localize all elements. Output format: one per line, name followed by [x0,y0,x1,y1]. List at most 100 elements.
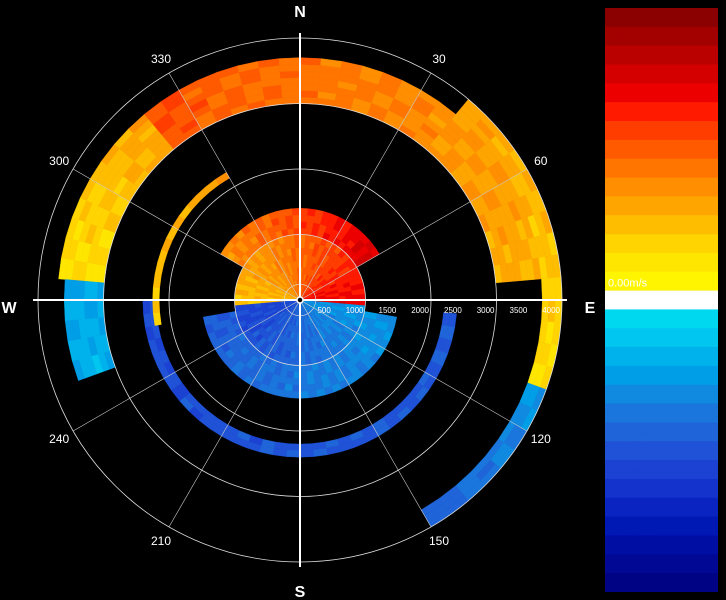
velocity-cell [272,448,288,457]
colorbar-label: 10.00m/s [608,12,654,24]
colorbar-swatch [605,441,718,461]
azimuth-spoke [168,72,301,301]
velocity-cell [291,391,301,399]
velocity-cell [152,274,162,288]
azimuth-label: 30 [432,52,446,66]
velocity-cell [247,303,256,310]
velocity-cell [292,221,301,229]
velocity-cells [58,57,563,528]
velocity-cell [299,384,309,392]
colorbar-swatch [605,535,718,555]
velocity-cell [280,77,301,85]
velocity-cell [203,315,212,326]
velocity-cell [282,390,293,399]
colorbar-swatch [605,158,718,178]
velocity-cell [70,279,79,301]
colorbar-swatch [605,177,718,197]
colorbar-label: -6.67m/s [608,483,651,495]
velocity-cell [152,286,160,301]
colorbar-label: 4.67m/s [608,163,648,175]
velocity-cell [284,214,294,223]
colorbar-label: -2.00m/s [608,352,651,364]
velocity-cell [63,279,72,301]
colorbar-label: 3.33m/s [608,201,648,213]
velocity-cell [541,278,550,301]
colorbar-label: 7.33m/s [608,88,648,100]
velocity-cell [299,83,320,92]
azimuth-spoke [72,299,301,432]
azimuth-spoke [299,72,432,301]
colorbar-swatch [605,102,718,122]
azimuth-label: 120 [531,432,551,446]
velocity-cell [83,299,92,320]
velocity-cell [357,288,366,296]
colorbar-swatch [605,252,718,273]
velocity-cell [290,247,297,256]
velocity-cell [90,299,98,319]
radar-plot: N S E W 30 60 120 150 210 240 300 330 500 1000 1500 200… [1,4,595,600]
range-tick-label: 3500 [510,306,528,315]
velocity-cell [351,289,359,296]
velocity-cell [143,312,152,328]
velocity-cell [152,312,162,326]
colorbar-label: 5.33m/s [608,144,648,156]
colorbar-swatch [605,365,718,386]
velocity-cell [154,261,165,276]
velocity-cell [286,443,301,451]
range-tick-label: 2000 [411,306,429,315]
colorbar-label: 2.00m/s [608,238,648,250]
velocity-cell [307,208,317,217]
colorbar-label: -4.00m/s [608,408,651,420]
velocity-cell [286,221,294,230]
velocity-cell [299,57,322,66]
azimuth-label: 60 [534,154,548,168]
velocity-cell [292,378,301,386]
velocity-cell [142,299,151,314]
range-tick-label: 1500 [379,306,397,315]
velocity-cell [299,443,314,451]
colorbar-label: -8.67m/s [608,540,651,552]
colorbar-label: -3.33m/s [608,389,651,401]
velocity-cell [299,221,308,229]
azimuth-spoke [72,168,301,301]
velocity-cell [280,83,301,92]
velocity-cell [281,90,301,98]
velocity-cell [299,371,308,379]
velocity-cell [547,277,556,301]
colorbar-swatch [605,422,718,442]
velocity-cell [288,234,296,243]
colorbar-swatch [605,554,718,574]
colorbar-swatch [605,497,718,517]
azimuth-spoke [299,299,432,528]
colorbar-label: -0.67m/s [608,314,651,326]
azimuth-spoke [299,299,528,432]
velocity-cell [241,304,249,311]
colorbar-swatch [605,573,718,592]
velocity-cell [284,377,294,386]
colorbar-label: -4.67m/s [608,427,651,439]
azimuth-spokes [72,72,528,528]
colorbar-label: 6.67m/s [608,107,648,119]
colorbar-swatch [605,384,718,404]
colorbar-swatch [605,26,718,46]
colorbar-swatch [605,403,718,423]
velocity-cell [299,214,308,222]
colorbar-label: -9.33m/s [608,559,651,571]
velocity-cell [234,304,243,312]
velocity-cell [307,383,317,392]
colorbar-swatch [605,234,718,254]
range-tick-label: 1000 [346,306,364,315]
velocity-cell [292,371,301,379]
colorbar-label: 1.33m/s [608,257,648,269]
compass-south: S [295,584,306,600]
range-tick-label: 2500 [444,306,462,315]
colorbar-label: -5.33m/s [608,446,651,458]
colorbar-swatch [605,347,718,367]
colorbar-swatch [605,215,718,235]
velocity-cell [278,57,301,66]
colorbar-swatch [605,196,718,216]
velocity-cell [299,63,321,72]
velocity-cell [306,377,316,386]
azimuth-spoke [299,168,528,301]
velocity-cell [276,209,286,218]
